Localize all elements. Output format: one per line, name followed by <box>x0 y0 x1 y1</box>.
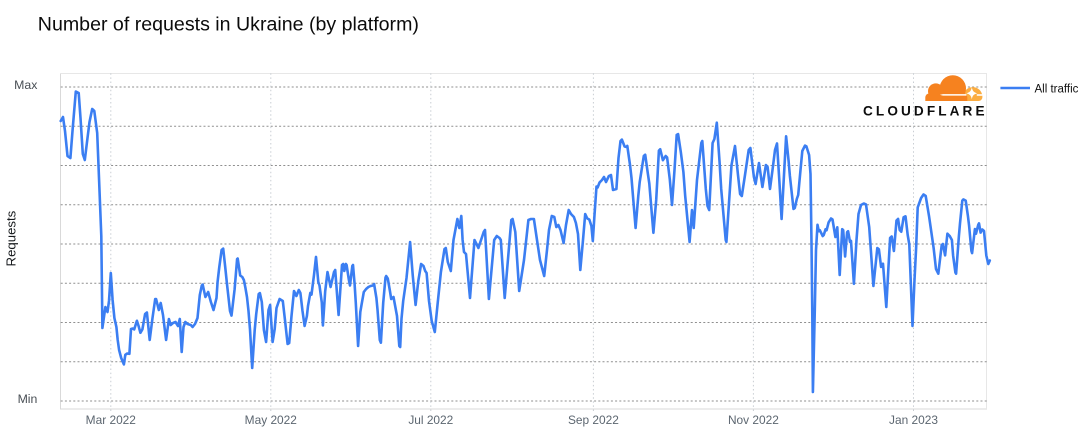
svg-text:Max: Max <box>14 78 38 92</box>
svg-text:Nov 2022: Nov 2022 <box>728 413 779 427</box>
svg-text:Sep 2022: Sep 2022 <box>568 413 619 427</box>
svg-text:All traffic: All traffic <box>1035 83 1079 95</box>
svg-text:Jan 2023: Jan 2023 <box>889 413 938 427</box>
svg-text:Number of requests in Ukraine: Number of requests in Ukraine (by platfo… <box>38 13 419 35</box>
svg-text:May 2022: May 2022 <box>245 413 298 427</box>
svg-text:Mar 2022: Mar 2022 <box>86 413 137 427</box>
svg-text:Requests: Requests <box>4 210 19 266</box>
svg-text:Min: Min <box>18 392 38 406</box>
svg-text:CLOUDFLARE: CLOUDFLARE <box>863 103 988 118</box>
svg-text:Jul 2022: Jul 2022 <box>408 413 453 427</box>
